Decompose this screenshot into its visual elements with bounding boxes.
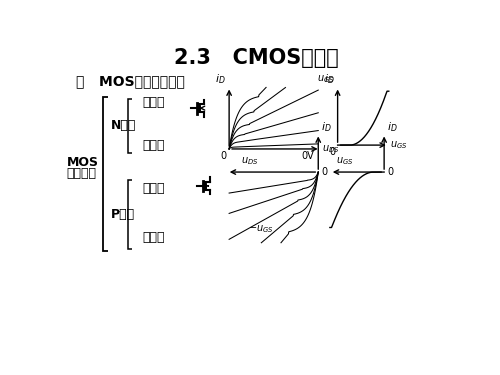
Text: 耗尽型: 耗尽型 [142,231,165,244]
Text: $i_D$: $i_D$ [216,72,226,86]
Text: MOS: MOS [66,156,98,169]
Text: $i_D$: $i_D$ [322,120,332,134]
Text: $u_{GS}$: $u_{GS}$ [336,156,353,167]
Text: $i_D$: $i_D$ [387,120,398,134]
Text: 增强型: 增强型 [142,96,165,109]
Text: $u_{GS}$: $u_{GS}$ [316,73,334,85]
Text: $u_{GS}$: $u_{GS}$ [390,139,408,151]
Text: N沟道: N沟道 [112,119,136,132]
Text: 增强型: 增强型 [142,183,165,195]
Text: 0: 0 [387,167,394,177]
Text: $i_D$: $i_D$ [324,72,334,86]
Text: $-u_{GS}$: $-u_{GS}$ [248,224,274,235]
Text: $u_{DS}$: $u_{DS}$ [241,156,258,167]
Text: $u_{DS}$: $u_{DS}$ [322,143,340,155]
Text: 2.3   CMOS门电路: 2.3 CMOS门电路 [174,48,338,68]
Text: 0V: 0V [302,151,314,161]
Text: 0: 0 [322,167,328,177]
Text: 场效应管: 场效应管 [66,167,96,180]
Text: 一   MOS场效应管回顾: 一 MOS场效应管回顾 [76,74,186,88]
Text: 耗尽型: 耗尽型 [142,139,165,152]
Text: 0: 0 [329,147,336,158]
Text: 0: 0 [220,151,227,161]
Text: P沟道: P沟道 [112,208,136,221]
